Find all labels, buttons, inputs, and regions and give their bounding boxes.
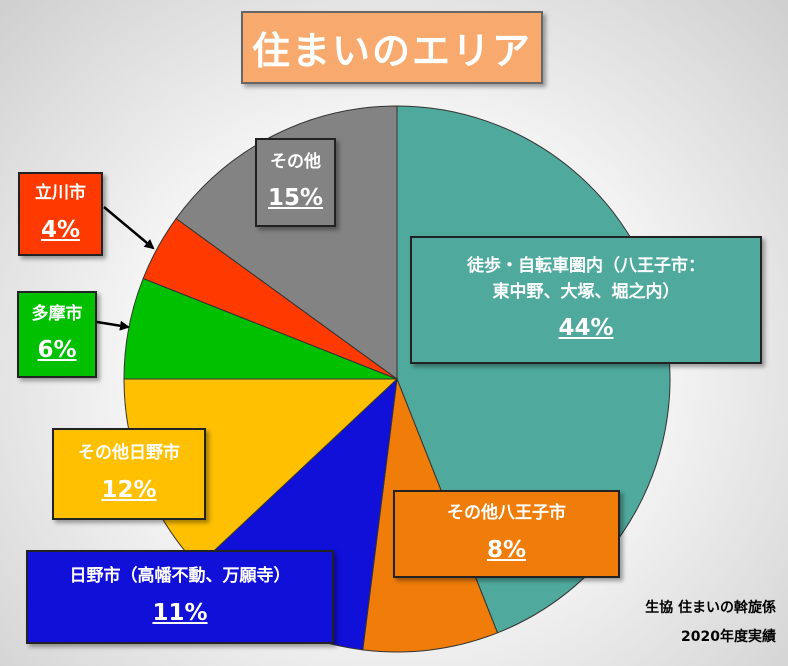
slice-label-name: 徒歩・自転車圏内（八王子市： (467, 256, 705, 277)
slice-label-hino-city: 日野市（高幡不動、万願寺） 11% (26, 550, 334, 644)
leader-arrow-tachikawa (103, 206, 155, 250)
slice-label-tachikawa-city: 立川市 4% (18, 172, 103, 256)
slice-label-percent: 12% (101, 476, 157, 503)
footer-year: 2020年度実績 (681, 629, 776, 645)
slice-label-name: その他八王子市 (447, 503, 566, 523)
slice-label-name: 東中野、大塚、堀之内） (492, 281, 680, 302)
pie-slice-other (175, 105, 398, 380)
slice-label-name: 日野市（高幡不動、万願寺） (69, 566, 291, 586)
slice-label-tama-city: 多摩市 6% (17, 291, 97, 378)
slice-label-other-hachioji: その他八王子市 8% (393, 490, 620, 578)
slice-label-other-hino: その他日野市 12% (52, 428, 206, 520)
slice-label-name: 多摩市 (31, 303, 83, 324)
slice-label-percent: 15% (267, 185, 324, 211)
slice-label-name: その他 (270, 151, 321, 172)
leader-arrow-tama (96, 320, 130, 331)
slice-label-name: その他日野市 (78, 443, 180, 463)
chart-title: 住まいのエリア (241, 11, 543, 84)
slice-label-percent: 11% (152, 599, 208, 626)
slice-label-percent: 6% (37, 337, 77, 363)
slice-label-other: その他 15% (255, 138, 336, 227)
slice-label-walking-bicycle: 徒歩・自転車圏内（八王子市： 東中野、大塚、堀之内） 44% (410, 236, 762, 364)
slice-label-percent: 8% (486, 536, 527, 563)
footer-credit: 生協 住まいの斡旋係 (645, 600, 776, 616)
slice-label-percent: 44% (558, 315, 614, 342)
slice-label-name: 立川市 (35, 183, 86, 203)
slice-label-percent: 4% (40, 216, 81, 243)
